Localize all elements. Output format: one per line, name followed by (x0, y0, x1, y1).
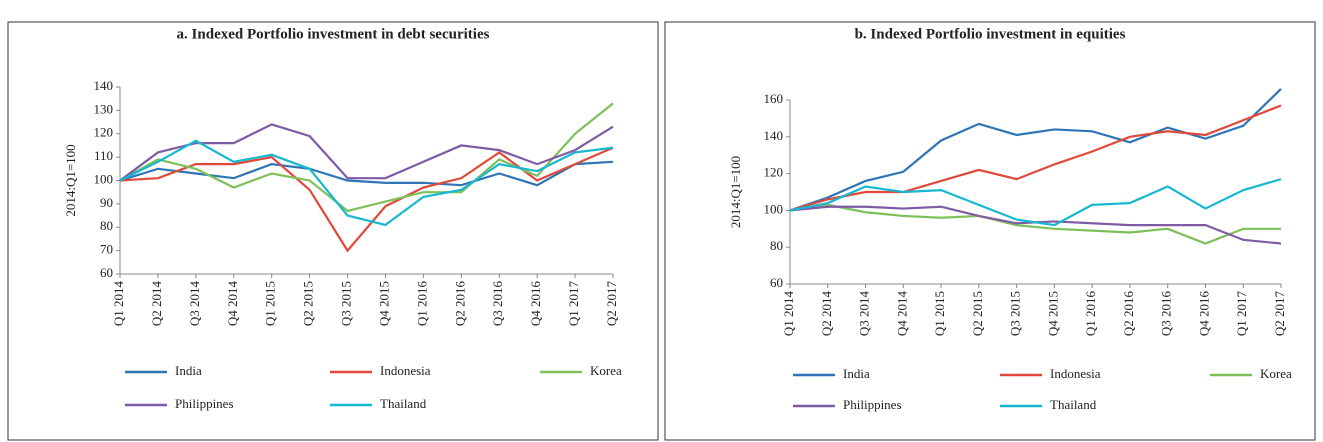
panel-frame (7, 21, 659, 441)
legend-label: Thailand (1050, 397, 1097, 412)
x-tick-label: Q2 2017 (1272, 291, 1287, 337)
x-tick-label: Q1 2016 (1083, 291, 1098, 337)
y-tick-label: 120 (94, 125, 114, 140)
x-tick-label: Q1 2015 (263, 281, 278, 326)
legend-label: Philippines (175, 396, 234, 411)
x-tick-label: Q4 2016 (1196, 291, 1211, 337)
legend-label: Korea (590, 363, 622, 378)
x-tick-label: Q2 2014 (819, 291, 834, 337)
legend-label: Indonesia (380, 363, 431, 378)
series-line (789, 178, 1282, 227)
y-tick-label: 80 (100, 218, 113, 233)
x-tick-label: Q1 2017 (1234, 291, 1249, 337)
x-tick-label: Q3 2014 (187, 281, 202, 327)
x-tick-label: Q3 2016 (490, 281, 505, 327)
x-tick-label: Q3 2015 (1008, 291, 1023, 336)
x-tick-label: Q2 2015 (970, 291, 985, 336)
x-tick-label: Q4 2015 (376, 281, 391, 326)
x-tick-label: Q2 2017 (604, 281, 619, 327)
y-tick-label: 90 (100, 195, 113, 210)
legend-label: Thailand (380, 396, 427, 411)
chart-title: b. Indexed Portfolio investment in equit… (855, 26, 1126, 42)
legend-label: Indonesia (1050, 366, 1101, 381)
x-tick-label: Q1 2014 (111, 281, 126, 327)
y-tick-label: 60 (100, 265, 113, 280)
legend-label: India (843, 366, 870, 381)
x-tick-label: Q3 2014 (857, 291, 872, 337)
y-tick-label: 110 (94, 148, 113, 163)
x-tick-label: Q1 2014 (781, 291, 796, 337)
x-tick-label: Q2 2014 (149, 281, 164, 327)
x-tick-label: Q1 2016 (414, 281, 429, 327)
x-tick-label: Q3 2015 (339, 281, 354, 326)
legend-label: Philippines (843, 397, 902, 412)
y-tick-label: 70 (100, 242, 113, 257)
y-tick-label: 100 (94, 171, 114, 186)
y-tick-label: 60 (770, 275, 783, 290)
x-tick-label: Q2 2015 (301, 281, 316, 326)
x-tick-label: Q2 2016 (452, 281, 467, 327)
x-tick-label: Q2 2016 (1121, 291, 1136, 337)
y-tick-label: 100 (764, 201, 784, 216)
series-line (119, 146, 614, 253)
x-tick-label: Q4 2014 (894, 291, 909, 337)
y-axis-label: 2014:Q1=100 (728, 156, 743, 228)
x-tick-label: Q4 2015 (1045, 291, 1060, 336)
y-axis-label: 2014:Q1=100 (63, 144, 78, 216)
x-tick-label: Q1 2017 (566, 281, 581, 327)
series-line (119, 102, 614, 213)
legend-label: Korea (1260, 366, 1292, 381)
panel-frame (664, 21, 1316, 441)
y-tick-label: 140 (764, 128, 784, 143)
legend-label: India (175, 363, 202, 378)
y-tick-label: 80 (770, 238, 783, 253)
series-line (119, 139, 614, 227)
series-line (789, 203, 1281, 245)
chart-title: a. Indexed Portfolio investment in debt … (177, 26, 490, 42)
x-tick-label: Q4 2016 (528, 281, 543, 327)
x-tick-label: Q4 2014 (225, 281, 240, 327)
x-tick-label: Q1 2015 (932, 291, 947, 336)
series-line (789, 104, 1282, 212)
y-tick-label: 130 (94, 101, 114, 116)
y-tick-label: 140 (94, 78, 114, 93)
series-line (119, 160, 614, 187)
x-tick-label: Q3 2016 (1159, 291, 1174, 337)
series-line (789, 88, 1282, 212)
y-tick-label: 160 (764, 91, 784, 106)
y-tick-label: 120 (764, 165, 784, 180)
